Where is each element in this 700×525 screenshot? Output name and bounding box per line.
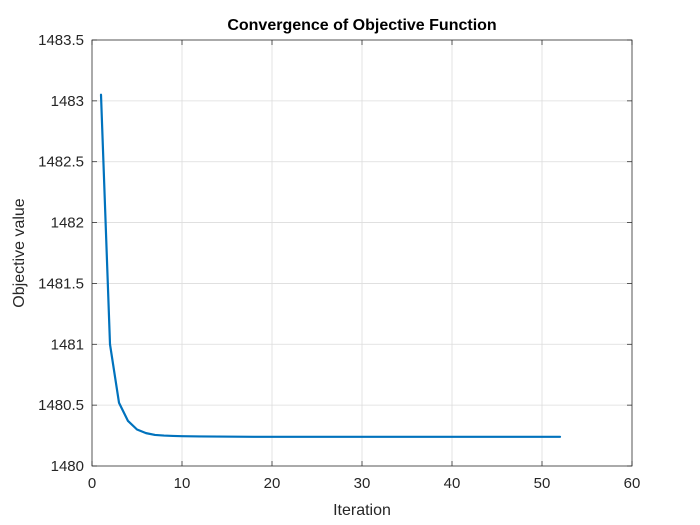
grid-lines (91, 39, 633, 467)
y-axis-label: Objective value (11, 198, 28, 307)
chart-title: Convergence of Objective Function (227, 17, 496, 34)
x-tick-label: 20 (264, 475, 281, 492)
x-tick-label: 10 (174, 475, 191, 492)
y-tick-label: 1482 (51, 215, 84, 232)
y-tick-label: 1483 (51, 93, 84, 110)
y-tick-label: 1481 (51, 336, 84, 353)
series-layer (99, 93, 562, 438)
y-tick-label: 1481.5 (38, 275, 84, 292)
x-tick-label: 60 (624, 475, 641, 492)
x-tick-label: 30 (354, 475, 371, 492)
axis-ticks: 0 10 20 30 40 50 60 1480 1480.5 1481 1481.5 1482 148… (38, 32, 640, 492)
y-tick-label: 1480.5 (38, 397, 84, 414)
y-tick-label: 1482.5 (38, 154, 84, 171)
x-tick-label: 40 (444, 475, 461, 492)
y-tick-label: 1483.5 (38, 32, 84, 49)
x-tick-label: 50 (534, 475, 551, 492)
y-tick-label: 1480 (51, 458, 84, 475)
x-axis-label: Iteration (333, 502, 391, 519)
objective-series-line (99, 93, 562, 438)
x-tick-label: 0 (88, 475, 96, 492)
